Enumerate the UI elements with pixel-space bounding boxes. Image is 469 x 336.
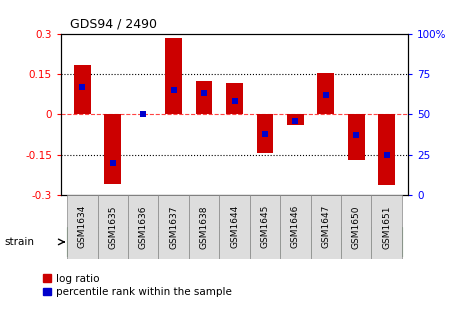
Legend: log ratio, percentile rank within the sample: log ratio, percentile rank within the sa… (43, 274, 232, 297)
Text: GSM1651: GSM1651 (382, 205, 391, 249)
Bar (196, 81, 212, 114)
Bar (250, 195, 280, 259)
Text: GSM1646: GSM1646 (291, 205, 300, 249)
Text: GSM1638: GSM1638 (199, 205, 209, 249)
Bar (250, 227, 402, 257)
Bar (189, 195, 219, 259)
Bar (341, 195, 371, 259)
Text: GSM1645: GSM1645 (260, 205, 270, 249)
Bar (280, 195, 310, 259)
Text: GSM1644: GSM1644 (230, 205, 239, 248)
Bar (318, 73, 334, 114)
Text: BY4716: BY4716 (136, 236, 181, 248)
Text: GSM1650: GSM1650 (352, 205, 361, 249)
Bar (257, 114, 273, 153)
Bar (159, 195, 189, 259)
Text: GSM1635: GSM1635 (108, 205, 117, 249)
Text: wild type: wild type (299, 236, 353, 248)
Bar (226, 83, 243, 114)
Bar (67, 227, 250, 257)
Text: GSM1636: GSM1636 (139, 205, 148, 249)
Bar (98, 195, 128, 259)
Bar (287, 114, 304, 125)
Bar (67, 195, 98, 259)
Text: GSM1637: GSM1637 (169, 205, 178, 249)
Bar (128, 195, 159, 259)
Bar (74, 65, 91, 114)
Bar (348, 114, 364, 160)
Bar (310, 195, 341, 259)
Bar (165, 38, 182, 114)
Bar (104, 114, 121, 184)
Bar (378, 114, 395, 185)
Text: GDS94 / 2490: GDS94 / 2490 (70, 17, 158, 30)
Text: GSM1647: GSM1647 (321, 205, 330, 249)
Text: strain: strain (5, 237, 35, 247)
Bar (371, 195, 402, 259)
Text: GSM1634: GSM1634 (78, 205, 87, 249)
Bar (219, 195, 250, 259)
